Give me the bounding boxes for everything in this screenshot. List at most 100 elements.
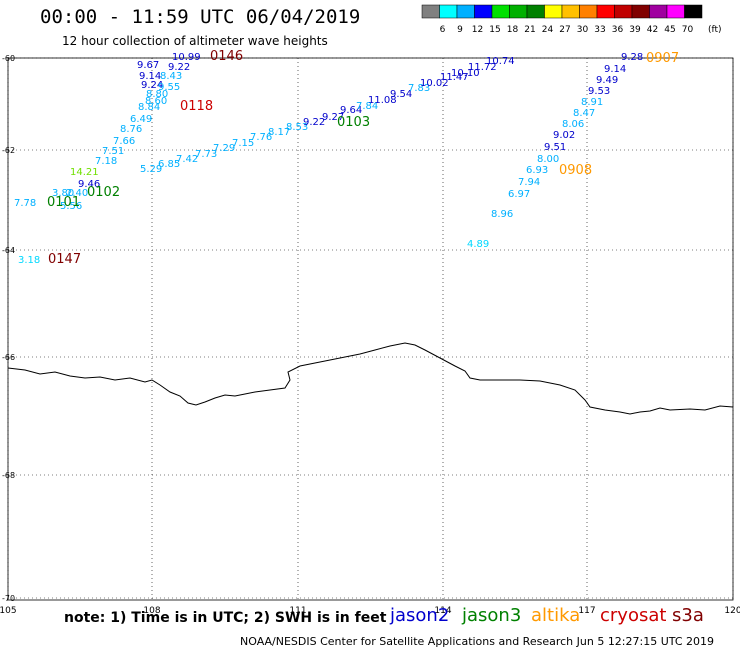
wave-height-value: 4.89 xyxy=(467,239,489,250)
wave-height-value: 7.42 xyxy=(176,154,198,165)
satellite-name: jason3 xyxy=(462,605,522,626)
legend-tick: 12 xyxy=(472,25,483,35)
legend-unit: (ft) xyxy=(708,25,722,35)
latitude-label: -60 xyxy=(2,54,15,63)
legend-tick: 30 xyxy=(577,25,589,35)
wave-height-value: 5.29 xyxy=(140,164,162,175)
wave-height-value: 9.22 xyxy=(303,117,325,128)
pass-time-label: 0908 xyxy=(559,163,592,178)
legend-tick: 15 xyxy=(489,25,500,35)
legend-tick: 36 xyxy=(612,25,624,35)
pass-time-label: 0146 xyxy=(210,49,243,64)
wave-height-value: 9.53 xyxy=(588,86,610,97)
wave-height-value: 7.94 xyxy=(518,177,540,188)
map-subtitle: 12 hour collection of altimeter wave hei… xyxy=(62,34,328,48)
wave-height-value: 7.84 xyxy=(356,101,378,112)
wave-height-value: 10.02 xyxy=(420,78,449,89)
wave-height-value: 9.51 xyxy=(544,142,566,153)
legend-swatch xyxy=(684,4,703,19)
wave-height-labels: 10.999.67 9.229.148.439.249.558.808.608.8… xyxy=(14,52,643,266)
longitude-label: 117 xyxy=(578,606,595,616)
latitude-label: -70 xyxy=(2,594,15,603)
pass-time-labels: 0146 0118 0103 0102 0101 0147 0907 0908 xyxy=(47,49,679,267)
coastline xyxy=(7,342,734,415)
wave-height-value: 9.27 xyxy=(322,112,344,123)
wave-height-value: 7.83 xyxy=(408,83,430,94)
legend-tick: 45 xyxy=(664,25,675,35)
wave-height-value: 6.85 xyxy=(158,159,180,170)
wave-height-value: 9.46 xyxy=(78,179,100,190)
latitude-label: -62 xyxy=(2,146,15,155)
legend-tick: 39 xyxy=(629,25,641,35)
wave-height-value: 14.21 xyxy=(70,167,99,178)
pass-time-label: 0147 xyxy=(48,252,81,267)
wave-height-value: 9.64 xyxy=(340,105,362,116)
wave-height-value: 9.54 xyxy=(390,89,412,100)
latitude-label: -66 xyxy=(2,353,15,362)
wave-height-value: 8.91 xyxy=(581,97,603,108)
wave-height-value: 6.97 xyxy=(508,189,530,200)
legend-tick: 33 xyxy=(594,25,605,35)
wave-height-value: 9.14 xyxy=(139,71,161,82)
wave-height-value: 8.76 xyxy=(120,124,142,135)
pass-time-label: 0118 xyxy=(180,99,213,114)
wave-height-value: 11.47 xyxy=(440,72,469,83)
wave-height-value: 9.28 xyxy=(621,52,643,63)
longitude-label: 111 xyxy=(289,606,306,616)
wave-height-value: 10.74 xyxy=(486,56,515,67)
wave-height-value: 3.18 xyxy=(18,255,40,266)
wave-height-value: 5.56 xyxy=(60,201,82,212)
wave-height-value: 6.93 xyxy=(526,165,548,176)
wave-height-value: 7.18 xyxy=(95,156,117,167)
wave-height-value: 9.49 xyxy=(596,75,618,86)
wave-height-value: 9.02 xyxy=(553,130,575,141)
pass-time-label: 0103 xyxy=(337,115,370,130)
wave-height-value: 8.47 xyxy=(573,108,595,119)
wave-height-value: 11.72 xyxy=(468,62,497,73)
legend-tick: 24 xyxy=(542,25,554,35)
wave-height-value: 8.17 xyxy=(268,127,290,138)
wave-height-value: 8.53 xyxy=(286,122,308,133)
legend-tick: 6 xyxy=(440,25,446,35)
wave-height-value: 10.99 xyxy=(172,52,201,63)
wave-height-value: 8.60 xyxy=(145,96,167,107)
wave-height-value: 8.00 xyxy=(537,154,559,165)
wave-height-value: 6.49 xyxy=(130,114,152,125)
legend-tick: 27 xyxy=(559,25,570,35)
wave-height-value: 11.08 xyxy=(368,95,397,106)
wave-height-value: 7.76 xyxy=(250,132,272,143)
wave-height-value: 8.80 xyxy=(146,89,168,100)
note-text: note: 1) Time is in UTC; 2) SWH is in fe… xyxy=(64,610,387,626)
longitude-label: 108 xyxy=(143,606,160,616)
wave-height-value: 3.80 xyxy=(52,188,74,199)
wave-height-value: 8.43 xyxy=(160,71,182,82)
wave-height-value: 7.78 xyxy=(14,198,36,209)
legend-tick: 9 xyxy=(457,25,463,35)
wave-height-value: 7.73 xyxy=(195,149,217,160)
pass-time-label: 0907 xyxy=(646,51,679,66)
longitude-label: 105 xyxy=(0,606,17,616)
wave-height-value: 9.22 xyxy=(168,62,190,73)
satellite-name: jason2 xyxy=(390,605,450,626)
longitude-label: 120 xyxy=(724,606,740,616)
map-frame xyxy=(7,57,734,601)
satellite-name: s3a xyxy=(672,605,704,626)
wave-height-value: 8.06 xyxy=(562,119,584,130)
legend-tick: 21 xyxy=(524,25,535,35)
legend-tick: 18 xyxy=(507,25,519,35)
wave-height-value: 9.55 xyxy=(158,82,180,93)
map-title: 00:00 - 11:59 UTC 06/04/2019 xyxy=(40,6,361,28)
footer-credit: NOAA/NESDIS Center for Satellite Applica… xyxy=(240,635,715,648)
pass-time-label: 0101 xyxy=(47,195,80,210)
wave-height-value: 8.84 xyxy=(138,102,160,113)
wave-height-value: 7.15 xyxy=(232,138,254,149)
wave-height-value: 7.29 xyxy=(213,143,235,154)
legend-tick: 70 xyxy=(682,25,694,35)
wave-height-value: 7.66 xyxy=(113,136,135,147)
color-legend: 6 9 12 15 18 21 24 27 30 33 36 39 42 45 70 (ft) xyxy=(421,4,722,35)
satellite-name: cryosat xyxy=(600,605,667,626)
wave-height-value: 9.67 xyxy=(137,60,159,71)
wave-height-value: 2.40 xyxy=(66,188,88,199)
latitude-label: -68 xyxy=(2,471,15,480)
wave-height-value: 10.10 xyxy=(451,68,480,79)
